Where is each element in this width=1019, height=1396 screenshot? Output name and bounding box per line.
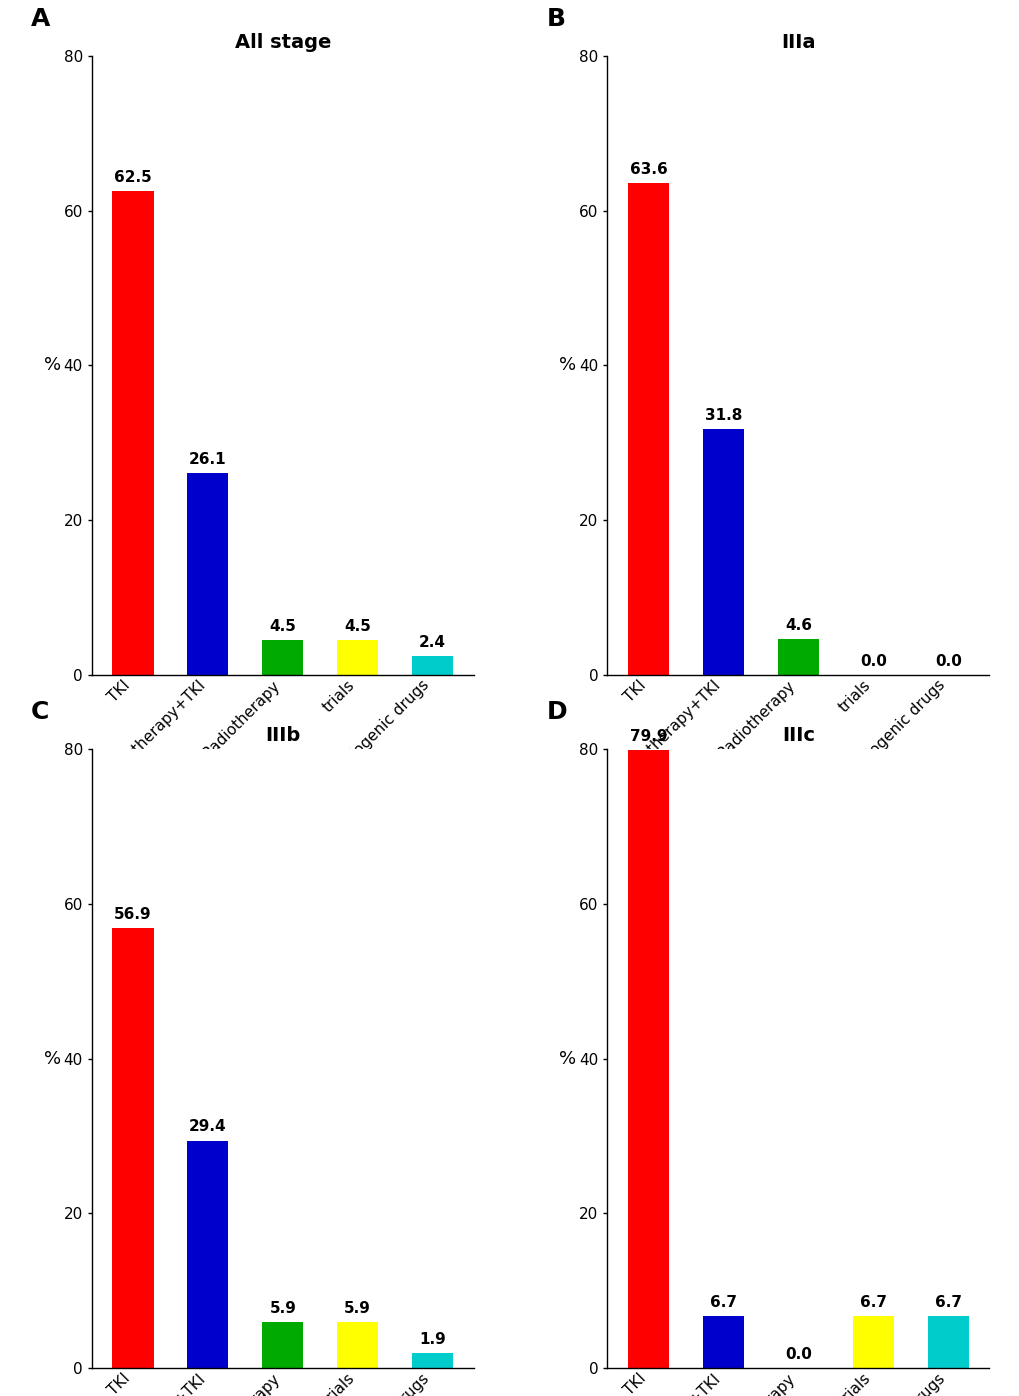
Text: 4.5: 4.5 — [269, 618, 296, 634]
Bar — [187, 473, 228, 674]
Y-axis label: %: % — [558, 356, 576, 374]
Bar — [628, 183, 668, 674]
Bar — [852, 1316, 893, 1368]
Bar — [187, 1141, 228, 1368]
Text: 5.9: 5.9 — [269, 1301, 296, 1316]
Text: 29.4: 29.4 — [189, 1120, 226, 1135]
Bar — [262, 639, 303, 674]
Bar — [412, 656, 452, 674]
Text: 79.9: 79.9 — [630, 729, 666, 744]
Title: IIIb: IIIb — [265, 726, 301, 744]
Bar — [336, 639, 378, 674]
Text: C: C — [31, 701, 49, 725]
Bar — [926, 1316, 968, 1368]
Text: 1.9: 1.9 — [419, 1332, 445, 1347]
Bar — [412, 1353, 452, 1368]
Title: IIIa: IIIa — [781, 32, 815, 52]
Bar — [777, 639, 818, 674]
Bar — [702, 429, 744, 674]
Bar — [262, 1322, 303, 1368]
Text: 63.6: 63.6 — [629, 162, 666, 176]
Text: A: A — [31, 7, 50, 31]
Text: 4.6: 4.6 — [785, 618, 811, 632]
Y-axis label: %: % — [44, 356, 61, 374]
Text: 62.5: 62.5 — [114, 170, 152, 186]
Text: 2.4: 2.4 — [419, 635, 445, 651]
Y-axis label: %: % — [44, 1050, 61, 1068]
Y-axis label: %: % — [558, 1050, 576, 1068]
Text: 56.9: 56.9 — [114, 906, 152, 921]
Bar — [628, 750, 668, 1368]
Text: 6.7: 6.7 — [859, 1295, 886, 1309]
Text: D: D — [546, 701, 567, 725]
Bar — [112, 191, 154, 674]
Text: 5.9: 5.9 — [343, 1301, 371, 1316]
Title: IIIc: IIIc — [782, 726, 814, 744]
Text: 0.0: 0.0 — [859, 653, 886, 669]
Text: 6.7: 6.7 — [933, 1295, 961, 1309]
Text: 4.5: 4.5 — [343, 618, 371, 634]
Text: 31.8: 31.8 — [704, 408, 742, 423]
Bar — [336, 1322, 378, 1368]
Text: 0.0: 0.0 — [933, 653, 961, 669]
Text: B: B — [546, 7, 565, 31]
Text: 6.7: 6.7 — [709, 1295, 737, 1309]
Text: 0.0: 0.0 — [785, 1347, 811, 1362]
Bar — [702, 1316, 744, 1368]
Bar — [112, 928, 154, 1368]
Text: 26.1: 26.1 — [189, 452, 226, 466]
Title: All stage: All stage — [234, 32, 330, 52]
